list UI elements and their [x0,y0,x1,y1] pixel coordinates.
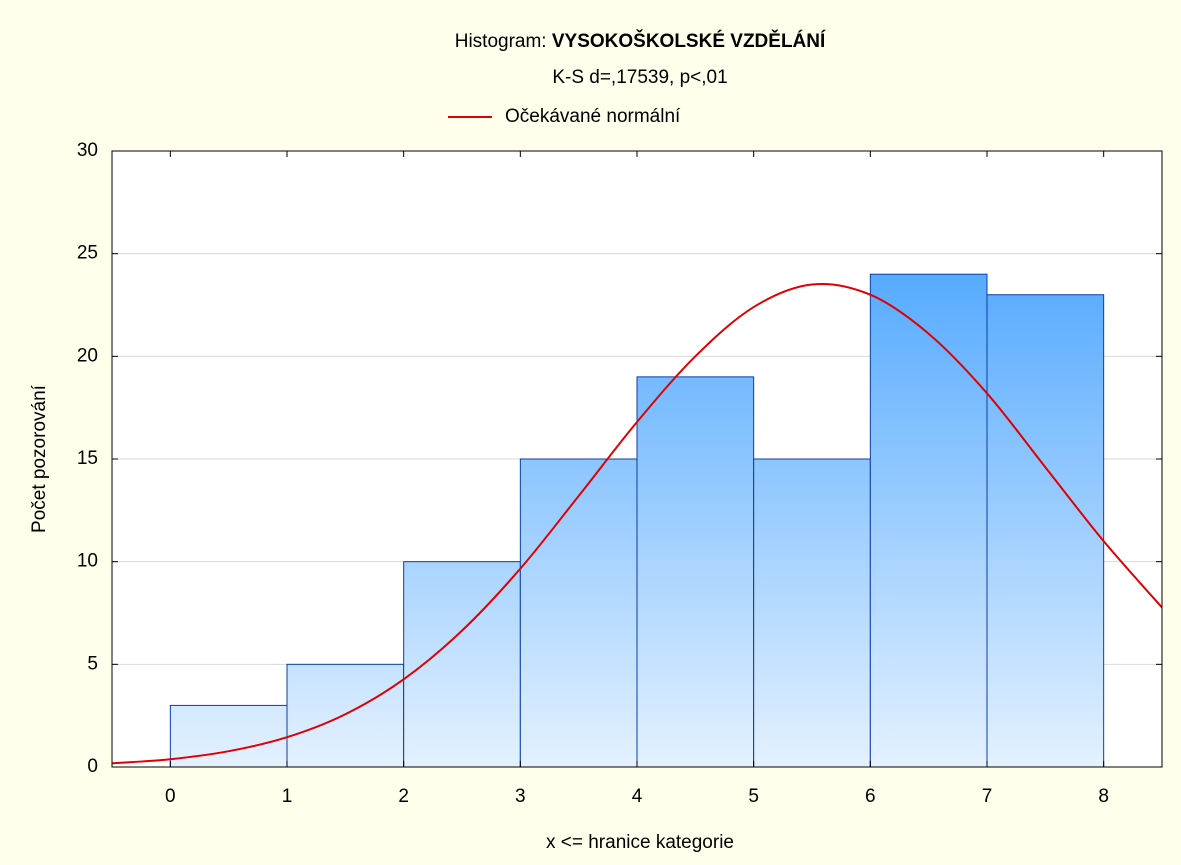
bar [403,561,521,768]
plot-frame [111,150,1163,768]
x-tick-label: 8 [1098,786,1109,807]
x-tick-label: 7 [982,786,993,807]
x-tick-label: 6 [865,786,876,807]
legend-label: Očekávané normální [505,106,681,127]
x-axis-label: x <= hranice kategorie [546,832,734,853]
y-tick-label: 15 [77,448,98,469]
x-tick-label: 1 [282,786,293,807]
y-tick-label: 5 [87,653,98,674]
chart-title: Histogram: VYSOKOŠKOLSKÉ VZDĚLÁNÍ [455,30,826,52]
x-tick-label: 3 [515,786,526,807]
axes: 0 5 10 15 20 25 30 0 1 2 3 4 5 6 7 8 [77,140,1162,807]
y-tick-label: 30 [77,140,98,161]
bar [986,294,1105,768]
curve-layer [112,282,1162,765]
y-tick-label: 20 [77,345,98,366]
bar [636,376,755,768]
x-tick-label: 0 [165,786,176,807]
normal-curve [112,282,1162,765]
bar [753,458,871,768]
y-tick-label: 10 [77,551,98,572]
y-tick-label: 25 [77,243,98,264]
y-axis-label: Počet pozorování [29,384,50,533]
bar [869,273,988,768]
title-variable: VYSOKOŠKOLSKÉ VZDĚLÁNÍ [552,30,826,52]
x-tick-label: 2 [398,786,409,807]
x-tick-label: 5 [748,786,759,807]
title-prefix: Histogram: [455,31,547,52]
bar [519,458,638,768]
bar [286,663,405,768]
chart-subtitle: K-S d=,17539, p<,01 [552,67,727,88]
y-tick-label: 0 [87,756,98,777]
x-tick-label: 4 [632,786,643,807]
